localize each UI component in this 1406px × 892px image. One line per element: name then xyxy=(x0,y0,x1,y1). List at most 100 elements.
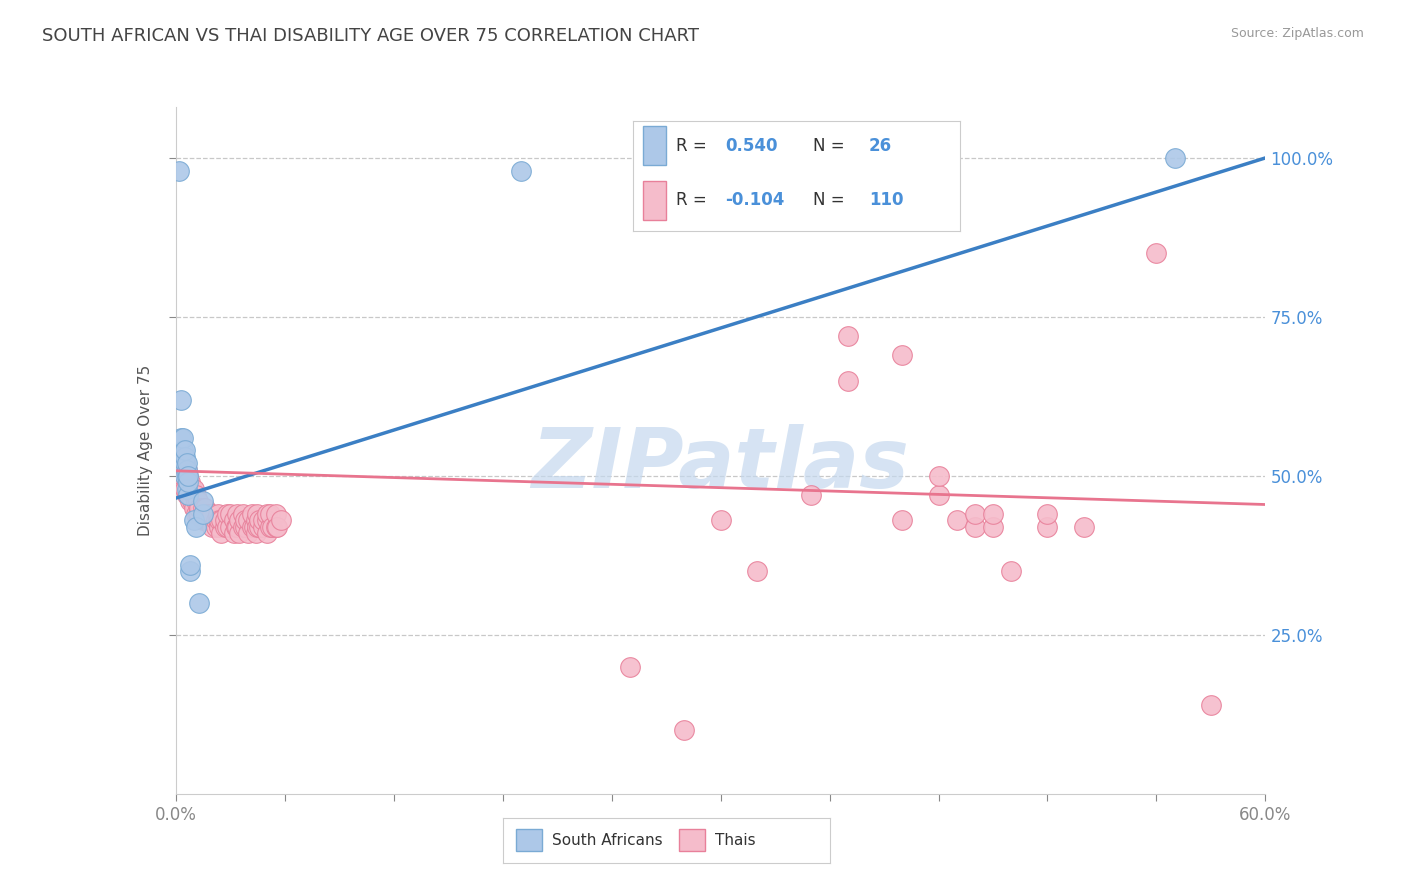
Point xyxy=(1146,246,1168,260)
Point xyxy=(228,513,250,527)
Point xyxy=(219,507,242,521)
Point xyxy=(252,520,274,534)
Point xyxy=(188,500,211,515)
Point xyxy=(194,513,217,527)
Point xyxy=(172,456,194,470)
Point xyxy=(188,507,211,521)
Y-axis label: Disability Age Over 75: Disability Age Over 75 xyxy=(138,365,153,536)
Point xyxy=(240,520,263,534)
Point xyxy=(184,520,207,534)
Point xyxy=(837,329,859,343)
Point xyxy=(184,488,207,502)
Point xyxy=(963,507,986,521)
Point xyxy=(172,443,194,458)
Point xyxy=(173,456,195,470)
Point xyxy=(266,520,288,534)
Point xyxy=(214,520,236,534)
Point xyxy=(176,462,198,476)
Point xyxy=(619,659,641,673)
Point xyxy=(172,469,194,483)
Point xyxy=(172,450,194,464)
Point xyxy=(800,488,823,502)
Point xyxy=(256,526,278,541)
Point xyxy=(176,469,198,483)
Point xyxy=(673,723,696,738)
Point xyxy=(233,513,256,527)
Point xyxy=(191,500,214,515)
Point xyxy=(179,475,201,490)
Point xyxy=(183,482,205,496)
Point xyxy=(204,520,226,534)
Point xyxy=(200,507,222,521)
Point xyxy=(173,443,195,458)
Point xyxy=(170,431,193,445)
Point xyxy=(172,456,194,470)
Point xyxy=(837,374,859,388)
Point xyxy=(225,520,247,534)
Point xyxy=(207,513,229,527)
Point xyxy=(226,520,249,534)
Point xyxy=(191,507,214,521)
Point xyxy=(233,520,256,534)
Point xyxy=(177,469,200,483)
Point xyxy=(710,513,733,527)
Point xyxy=(197,507,219,521)
Point xyxy=(186,494,209,508)
Point xyxy=(745,564,768,578)
Point xyxy=(172,462,194,476)
Point xyxy=(173,450,195,464)
Point xyxy=(259,507,281,521)
Point xyxy=(245,513,267,527)
Point xyxy=(183,488,205,502)
Point xyxy=(208,513,231,527)
Point xyxy=(197,513,219,527)
Text: SOUTH AFRICAN VS THAI DISABILITY AGE OVER 75 CORRELATION CHART: SOUTH AFRICAN VS THAI DISABILITY AGE OVE… xyxy=(42,27,699,45)
Point xyxy=(891,348,914,362)
Point xyxy=(208,520,231,534)
Point xyxy=(252,513,274,527)
Point xyxy=(1036,507,1059,521)
Point xyxy=(891,513,914,527)
Point xyxy=(1036,520,1059,534)
Point xyxy=(245,526,267,541)
Point xyxy=(222,526,245,541)
Point xyxy=(173,469,195,483)
Point xyxy=(207,507,229,521)
Point xyxy=(215,520,238,534)
Point xyxy=(238,513,260,527)
Point xyxy=(176,469,198,483)
Point xyxy=(184,507,207,521)
Point xyxy=(1073,520,1095,534)
Point xyxy=(177,488,200,502)
Point xyxy=(232,520,254,534)
Point xyxy=(179,558,201,572)
Point xyxy=(170,392,193,407)
Point xyxy=(247,520,270,534)
Point xyxy=(177,482,200,496)
Point xyxy=(226,507,249,521)
Point xyxy=(195,513,218,527)
Point xyxy=(256,507,278,521)
Point xyxy=(240,507,263,521)
Point xyxy=(191,513,214,527)
Point xyxy=(186,507,209,521)
Point xyxy=(194,500,217,515)
Point xyxy=(179,482,201,496)
Point xyxy=(1199,698,1222,712)
Point xyxy=(176,482,198,496)
Point xyxy=(176,475,198,490)
Point xyxy=(981,520,1004,534)
Point xyxy=(509,163,531,178)
Point xyxy=(177,475,200,490)
Point xyxy=(243,520,266,534)
Point xyxy=(238,526,260,541)
Point xyxy=(183,513,205,527)
Point xyxy=(172,431,194,445)
Point xyxy=(963,520,986,534)
Point xyxy=(173,456,195,470)
Point xyxy=(201,507,224,521)
Point xyxy=(176,488,198,502)
Point xyxy=(209,513,232,527)
Point xyxy=(201,520,224,534)
Point xyxy=(188,596,211,610)
